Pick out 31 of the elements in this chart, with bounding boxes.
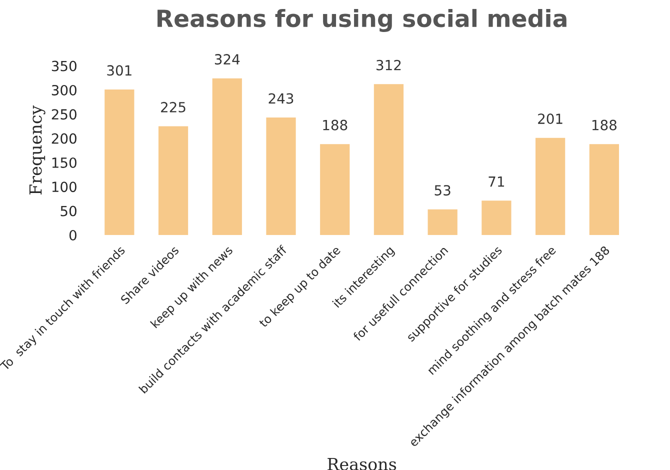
data-label: 312: [376, 60, 401, 70]
bar: [589, 144, 619, 235]
data-label: 301: [107, 65, 132, 76]
y-tick-label: 150: [52, 157, 76, 168]
bar: [482, 200, 512, 235]
y-tick-label: 300: [52, 84, 76, 96]
bar: [266, 118, 296, 235]
bar: [374, 84, 404, 235]
x-axis-title: Reasons: [328, 458, 396, 470]
y-tick-label: 350: [52, 60, 76, 72]
data-label: 188: [592, 120, 616, 130]
data-label: 53: [434, 185, 450, 196]
y-tick-label: 0: [69, 230, 76, 240]
data-label: 225: [161, 102, 186, 112]
chart-title: Reasons for using social media: [158, 8, 566, 32]
bar: [536, 138, 566, 235]
data-label: 324: [214, 54, 240, 65]
bar: [158, 126, 188, 235]
bar: [428, 209, 458, 235]
y-tick-label: 100: [52, 182, 76, 192]
data-label: 243: [268, 93, 294, 104]
y-tick-label: 50: [60, 206, 76, 216]
bar: [212, 78, 242, 235]
bar: [320, 144, 350, 235]
bar: [104, 89, 134, 235]
y-tick-label: 200: [52, 133, 76, 144]
y-axis-title: Frequency: [29, 105, 46, 195]
data-label: 201: [538, 114, 562, 124]
y-tick-label: 250: [52, 109, 76, 120]
data-label: 71: [488, 176, 504, 187]
data-label: 188: [323, 120, 348, 130]
